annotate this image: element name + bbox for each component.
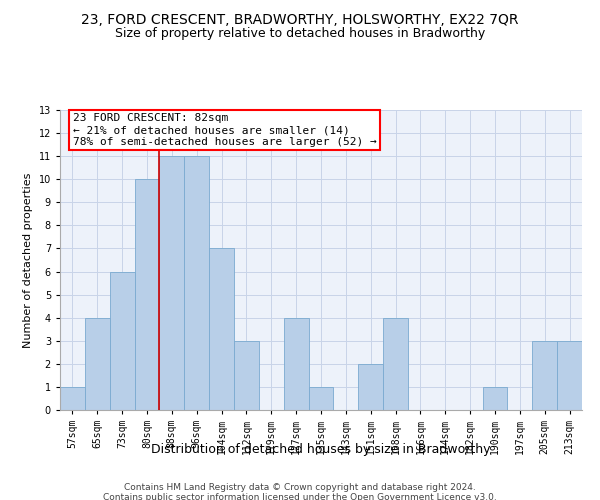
Bar	[532, 341, 557, 410]
Y-axis label: Number of detached properties: Number of detached properties	[23, 172, 33, 348]
Bar	[383, 318, 408, 410]
Bar	[184, 156, 209, 410]
Text: Size of property relative to detached houses in Bradworthy: Size of property relative to detached ho…	[115, 28, 485, 40]
Bar	[110, 272, 134, 410]
Bar	[482, 387, 508, 410]
Text: 23, FORD CRESCENT, BRADWORTHY, HOLSWORTHY, EX22 7QR: 23, FORD CRESCENT, BRADWORTHY, HOLSWORTH…	[81, 12, 519, 26]
Text: 23 FORD CRESCENT: 82sqm
← 21% of detached houses are smaller (14)
78% of semi-de: 23 FORD CRESCENT: 82sqm ← 21% of detache…	[73, 114, 376, 146]
Text: Distribution of detached houses by size in Bradworthy: Distribution of detached houses by size …	[151, 442, 491, 456]
Bar	[160, 156, 184, 410]
Text: Contains public sector information licensed under the Open Government Licence v3: Contains public sector information licen…	[103, 492, 497, 500]
Bar	[234, 341, 259, 410]
Bar	[134, 179, 160, 410]
Bar	[209, 248, 234, 410]
Text: Contains HM Land Registry data © Crown copyright and database right 2024.: Contains HM Land Registry data © Crown c…	[124, 482, 476, 492]
Bar	[358, 364, 383, 410]
Bar	[60, 387, 85, 410]
Bar	[308, 387, 334, 410]
Bar	[284, 318, 308, 410]
Bar	[557, 341, 582, 410]
Bar	[85, 318, 110, 410]
